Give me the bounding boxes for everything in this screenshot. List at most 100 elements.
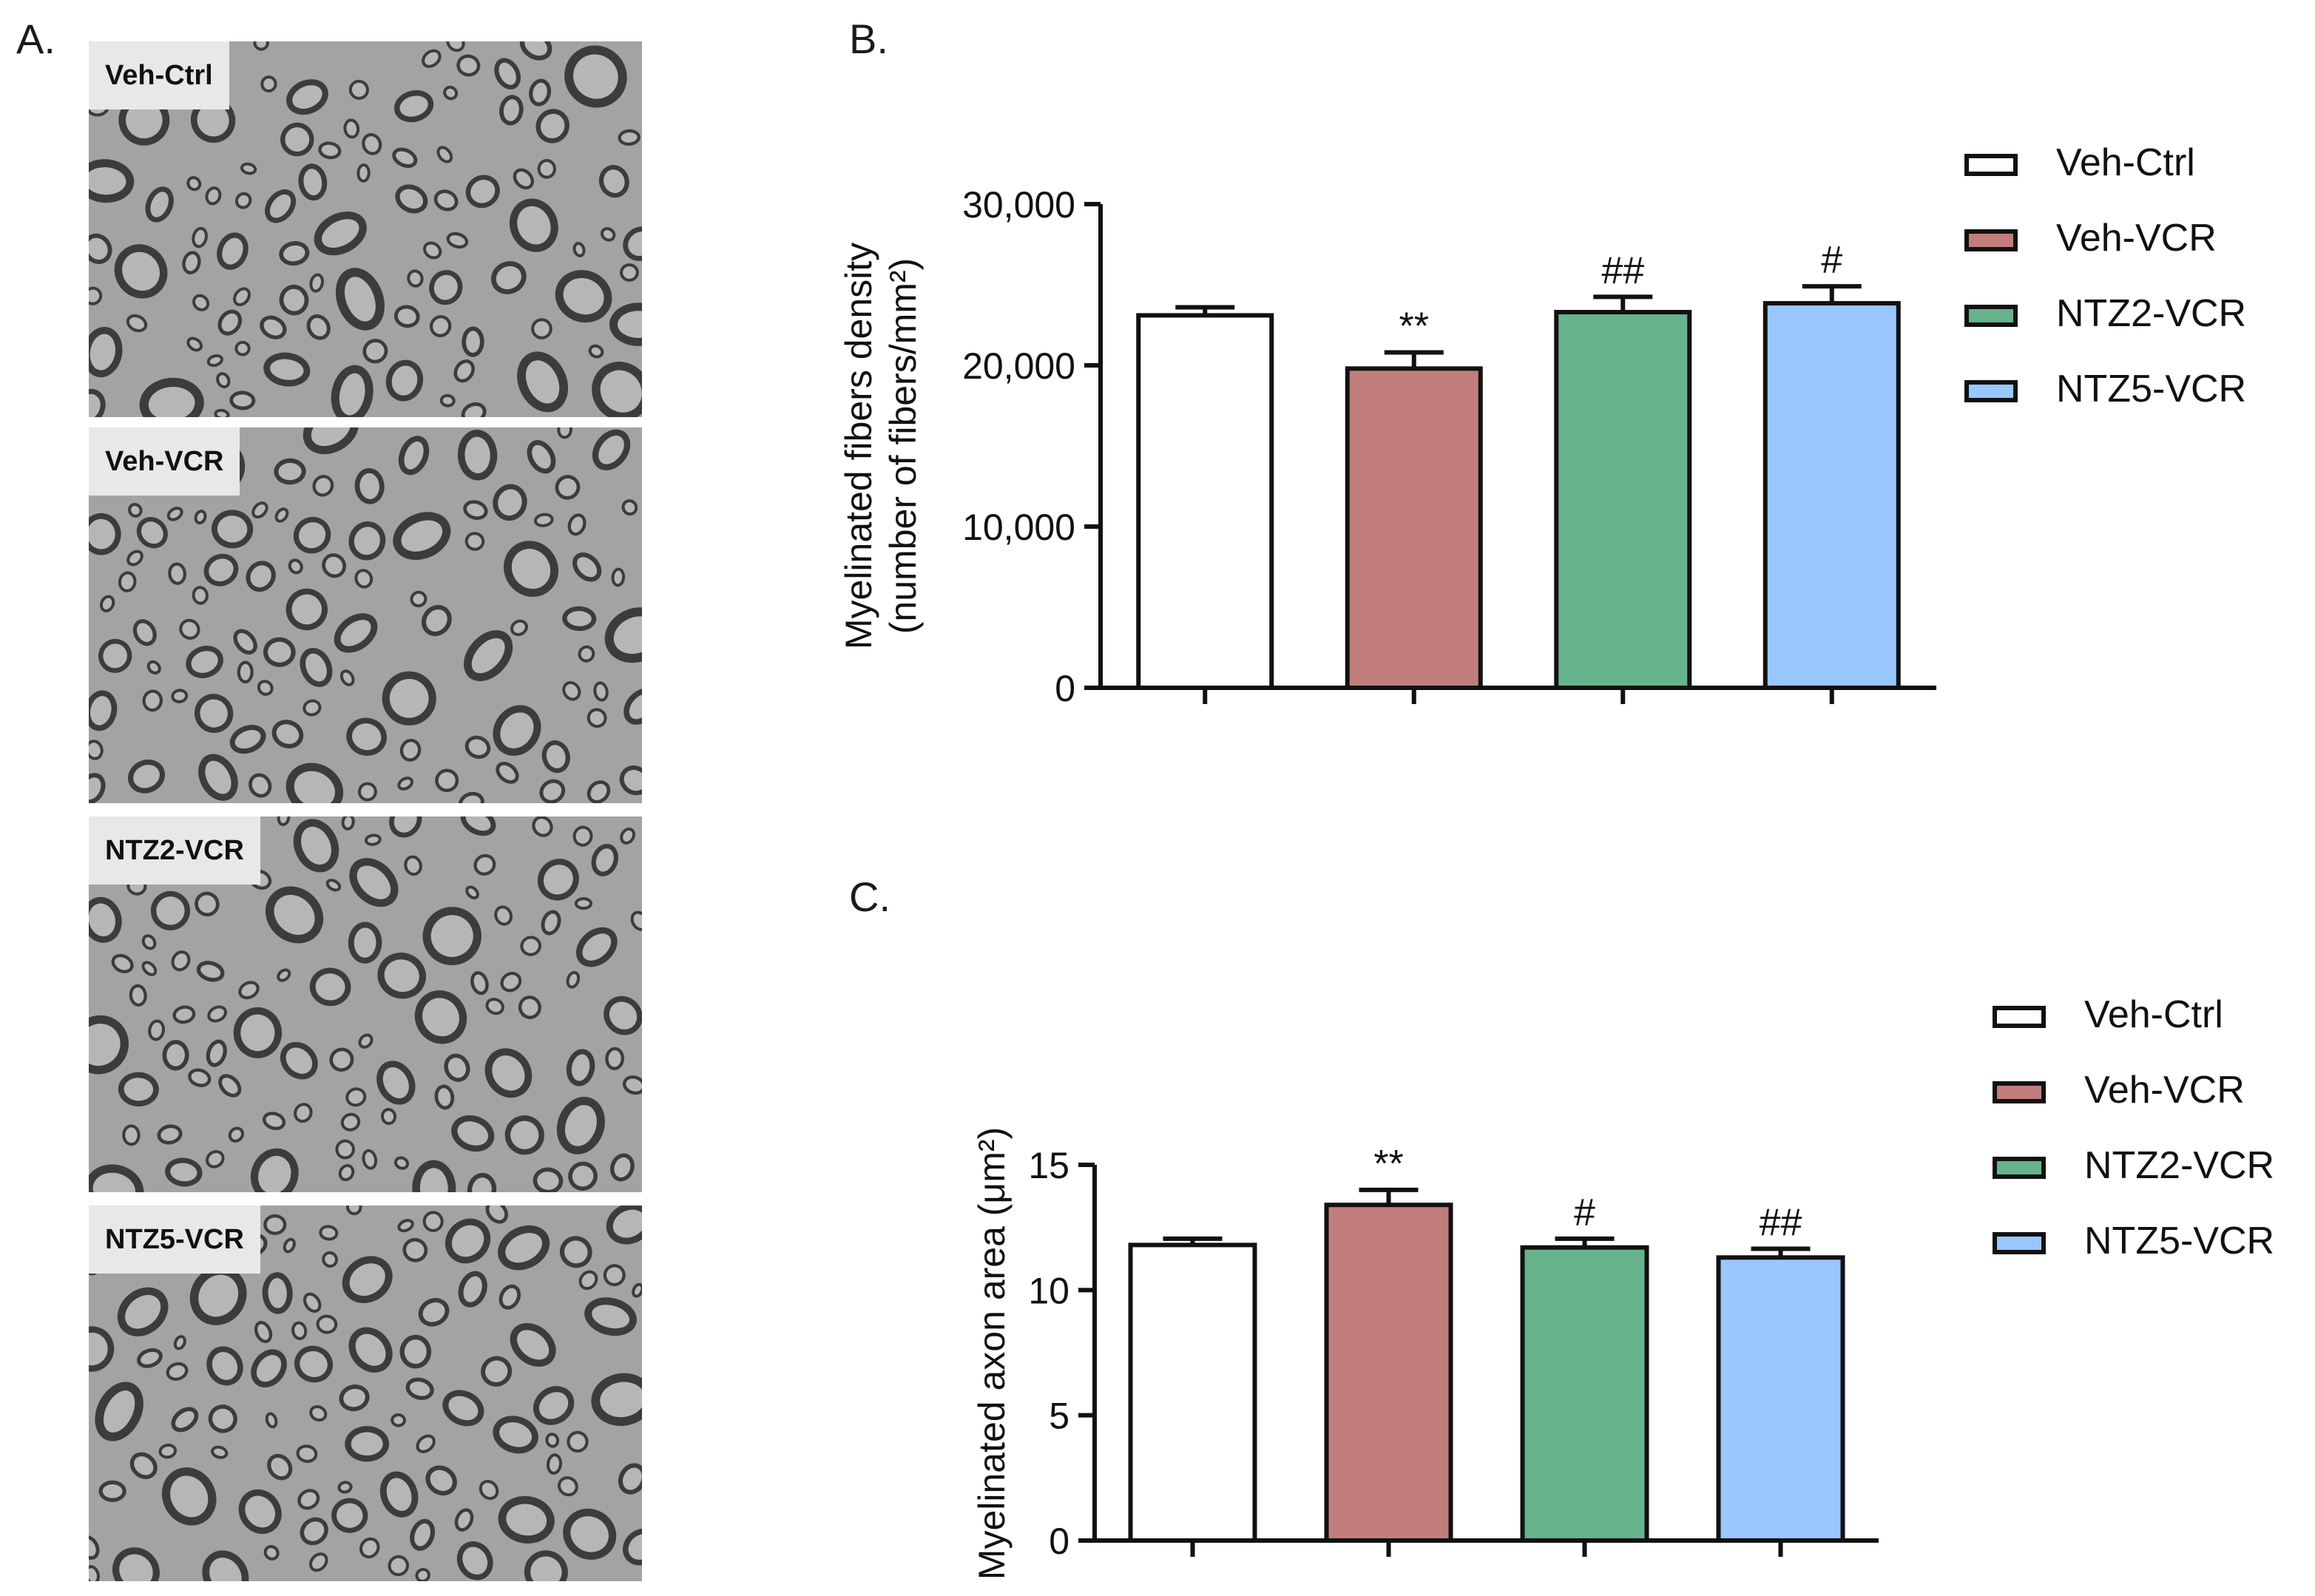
axon — [606, 1267, 623, 1283]
axon — [144, 937, 154, 947]
legend-swatch — [1993, 1157, 2046, 1179]
legend-label: Veh-VCR — [2084, 1069, 2245, 1112]
axon — [481, 1482, 496, 1498]
axon — [185, 254, 198, 271]
axon — [404, 441, 424, 470]
axon — [449, 235, 465, 246]
legend-swatch — [1993, 1232, 2046, 1254]
axon — [89, 334, 115, 371]
axon — [256, 41, 266, 48]
axon — [400, 1222, 411, 1230]
axon — [197, 104, 229, 137]
axon — [129, 317, 145, 330]
axon — [466, 503, 484, 517]
axon — [581, 648, 592, 660]
axon — [134, 1456, 154, 1475]
axon — [208, 189, 219, 203]
axon — [524, 41, 548, 56]
axon — [89, 237, 108, 260]
axon — [633, 913, 642, 928]
axon — [447, 1058, 467, 1078]
axon — [386, 1478, 412, 1511]
axon — [367, 836, 379, 843]
axon — [437, 193, 455, 208]
axon — [300, 1492, 317, 1507]
axon — [511, 549, 551, 589]
axon — [278, 462, 302, 481]
y-tick-label: 15 — [1028, 1145, 1069, 1186]
axon — [410, 272, 421, 285]
axon — [600, 370, 642, 413]
axon — [169, 1365, 186, 1378]
axon — [590, 783, 607, 800]
axon — [626, 1078, 642, 1092]
axon — [114, 957, 131, 970]
axon — [359, 166, 368, 180]
significance-label: ** — [1373, 1143, 1403, 1186]
axon — [570, 1516, 609, 1552]
bar — [1554, 310, 1692, 690]
axon — [125, 1127, 138, 1143]
axon — [103, 1390, 135, 1433]
axon — [268, 641, 291, 663]
axon — [384, 959, 419, 993]
y-tick-label: 20,000 — [962, 345, 1075, 387]
axon — [200, 699, 228, 728]
axon — [209, 1153, 222, 1166]
axon — [209, 1558, 242, 1581]
axon — [530, 1556, 562, 1581]
axon — [503, 99, 519, 121]
axon — [571, 1054, 590, 1081]
axon — [148, 386, 195, 417]
axon — [210, 1008, 225, 1020]
axon — [298, 522, 326, 549]
axon — [240, 663, 251, 680]
axon — [389, 678, 429, 718]
axon — [343, 1115, 358, 1129]
axon — [393, 1416, 403, 1424]
bar — [1716, 1255, 1845, 1543]
axon — [315, 973, 345, 1001]
axon — [539, 1392, 569, 1419]
axon — [312, 276, 322, 290]
axon — [540, 113, 565, 139]
axon — [270, 359, 304, 380]
axon — [565, 683, 578, 698]
axon — [124, 1078, 154, 1101]
axon — [476, 857, 493, 873]
axon — [573, 54, 618, 99]
axon — [564, 1105, 597, 1146]
legend-swatch — [1964, 305, 2018, 327]
axon — [406, 1241, 425, 1259]
axon — [102, 1484, 123, 1498]
axon — [174, 692, 186, 700]
axon — [182, 621, 197, 637]
axon — [448, 1396, 479, 1421]
axon — [189, 179, 199, 189]
axon — [577, 900, 590, 907]
bar — [1128, 1242, 1257, 1543]
axon — [306, 1295, 319, 1310]
axon — [462, 795, 481, 803]
axon — [310, 317, 327, 337]
axon — [499, 765, 516, 780]
axon — [89, 777, 101, 800]
axon — [191, 651, 218, 673]
significance-label: # — [1574, 1191, 1595, 1234]
legend-swatch — [1964, 229, 2018, 251]
legend-label: NTZ2-VCR — [2084, 1144, 2275, 1187]
axon — [89, 1538, 96, 1557]
axon — [430, 1470, 453, 1491]
axon — [560, 1479, 575, 1494]
micrograph-image — [89, 1206, 642, 1581]
axon — [305, 653, 327, 682]
axon — [365, 136, 379, 152]
axon — [401, 520, 443, 552]
axon — [325, 1254, 335, 1265]
axon — [393, 816, 417, 833]
legend-label: NTZ5-VCR — [2056, 368, 2247, 410]
axon — [301, 826, 331, 865]
legend-b: Veh-Ctrl Veh-VCR NTZ2-VCR NTZ5-VCR — [1964, 141, 2305, 436]
